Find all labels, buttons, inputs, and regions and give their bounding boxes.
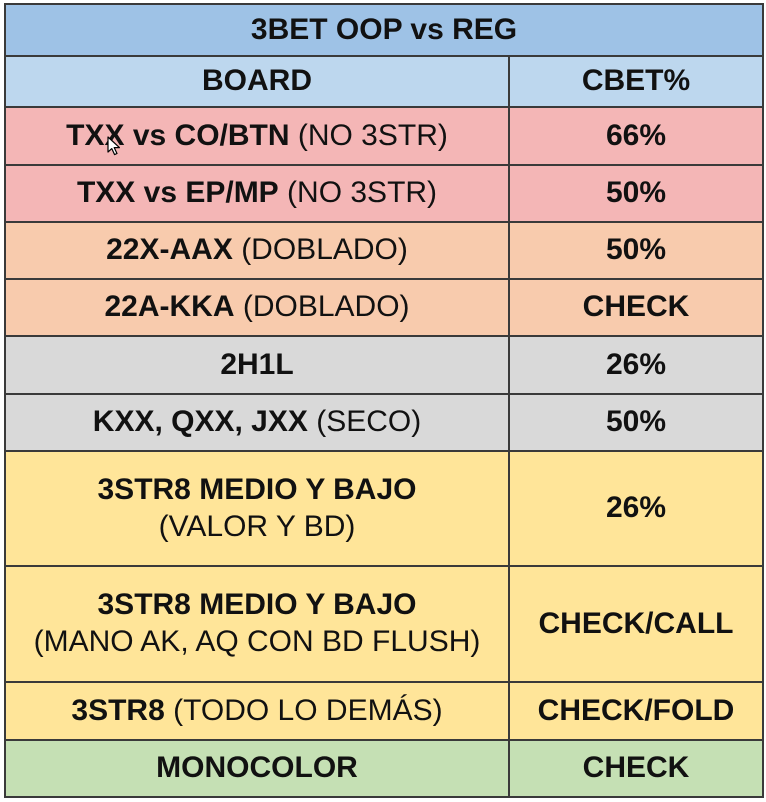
header-board: BOARD [4,55,510,108]
board-cell: KXX, QXX, JXX (SECO) [4,393,510,452]
board-note: (SECO) [316,405,422,439]
board-cell: 2H1L [4,335,510,395]
board-note: (NO 3STR) [297,118,448,152]
table-row: KXX, QXX, JXX (SECO) 50% [4,393,764,452]
board-cell: 22X-AAX (DOBLADO) [4,221,510,280]
board-name: 22A-KKA [104,290,235,324]
board-cell: TXX vs EP/MP (NO 3STR) [4,164,510,223]
cbet-cell: 50% [508,164,764,223]
board-name: KXX, QXX, JXX [92,405,308,439]
board-cell: 3STR8 MEDIO Y BAJO (MANO AK, AQ CON BD FL… [4,565,510,683]
board-name: MONOCOLOR [156,751,358,785]
board-cell: 3STR8 MEDIO Y BAJO (VALOR Y BD) [4,450,510,567]
table-row: TXX vs EP/MP (NO 3STR) 50% [4,164,764,223]
table-row: 3STR8 (TODO LO DEMÁS) CHECK/FOLD [4,681,764,741]
board-name: 22X-AAX [106,233,233,267]
cbet-strategy-table: 3BET OOP vs REG BOARD CBET% TXX vs CO/BT… [4,3,764,798]
title-row: 3BET OOP vs REG [4,3,764,57]
cbet-cell: CHECK/FOLD [508,681,764,741]
cbet-cell: CHECK/CALL [508,565,764,683]
header-cbet: CBET% [508,55,764,108]
board-cell: 3STR8 (TODO LO DEMÁS) [4,681,510,741]
table-row: 3STR8 MEDIO Y BAJO (VALOR Y BD) 26% [4,450,764,567]
board-name: 2H1L [220,347,294,381]
cbet-cell: CHECK [508,278,764,337]
board-cell: MONOCOLOR [4,739,510,798]
cbet-cell: 66% [508,106,764,166]
cbet-cell: 50% [508,221,764,280]
board-note: (DOBLADO) [241,233,408,267]
table-title: 3BET OOP vs REG [4,3,764,57]
board-note: (MANO AK, AQ CON BD FLUSH) [33,625,481,658]
table-row: 2H1L 26% [4,335,764,395]
board-note: (TODO LO DEMÁS) [173,693,443,727]
cbet-cell: 50% [508,393,764,452]
cbet-cell: CHECK [508,739,764,798]
table-row: 22X-AAX (DOBLADO) 50% [4,221,764,280]
mouse-pointer-icon [107,136,120,156]
board-name: TXX vs CO/BTN [66,118,290,152]
board-name: 3STR8 [71,693,165,727]
table-row: TXX vs CO/BTN (NO 3STR) 66% [4,106,764,166]
table-row: MONOCOLOR CHECK [4,739,764,798]
board-cell: TXX vs CO/BTN (NO 3STR) [4,106,510,166]
board-name: 3STR8 MEDIO Y BAJO [97,588,417,622]
cbet-cell: 26% [508,450,764,567]
table-row: 22A-KKA (DOBLADO) CHECK [4,278,764,337]
board-name: TXX vs EP/MP [76,176,279,210]
board-note: (VALOR Y BD) [158,509,356,543]
table-row: 3STR8 MEDIO Y BAJO (MANO AK, AQ CON BD FL… [4,565,764,683]
board-cell: 22A-KKA (DOBLADO) [4,278,510,337]
cbet-cell: 26% [508,335,764,395]
board-name: 3STR8 MEDIO Y BAJO [97,472,417,506]
board-note: (DOBLADO) [242,290,410,324]
header-row: BOARD CBET% [4,55,764,108]
board-note: (NO 3STR) [287,176,438,210]
